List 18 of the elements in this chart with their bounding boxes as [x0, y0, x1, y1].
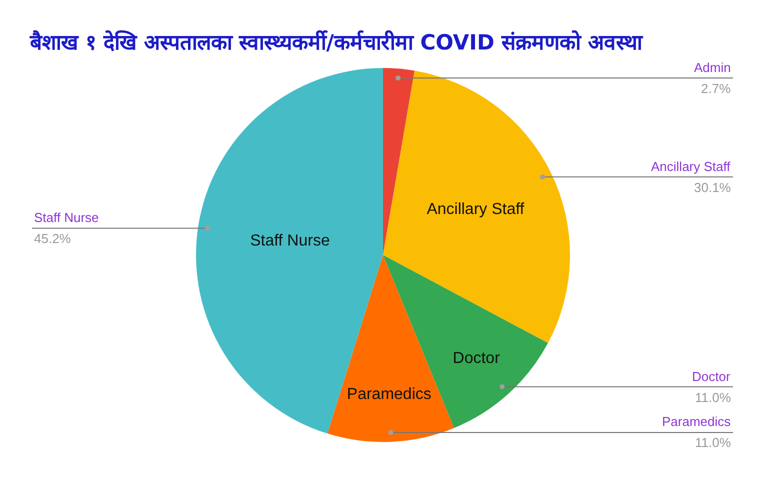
data-label: 11.0%: [695, 390, 732, 405]
pie-slice: [383, 70, 570, 344]
slice-label: Staff Nurse: [250, 232, 330, 250]
pie-slice: [327, 255, 454, 442]
data-label: 30.1%: [694, 180, 732, 195]
slice-label: Ancillary Staff: [651, 159, 731, 174]
data-label: 45.2%: [34, 231, 72, 246]
slice-label: Doctor: [452, 350, 501, 368]
slice-label: Doctor: [692, 369, 731, 384]
slice-label: Ancillary Staff: [426, 201, 525, 218]
slice-label: Paramedics: [662, 414, 732, 429]
data-label: 2.7%: [701, 81, 732, 96]
pie-slice: [383, 68, 415, 255]
chart-title: बैशाख १ देखि अस्पतालका स्वास्थ्यकर्मी/कर्मचारीमा COVID संक्रमणको अवस्था: [29, 29, 644, 54]
slice-label: Staff Nurse: [34, 210, 99, 225]
slice-label: Admin: [694, 60, 731, 75]
data-label: 11.0%: [695, 435, 732, 450]
slice-label: Paramedics: [346, 386, 432, 404]
